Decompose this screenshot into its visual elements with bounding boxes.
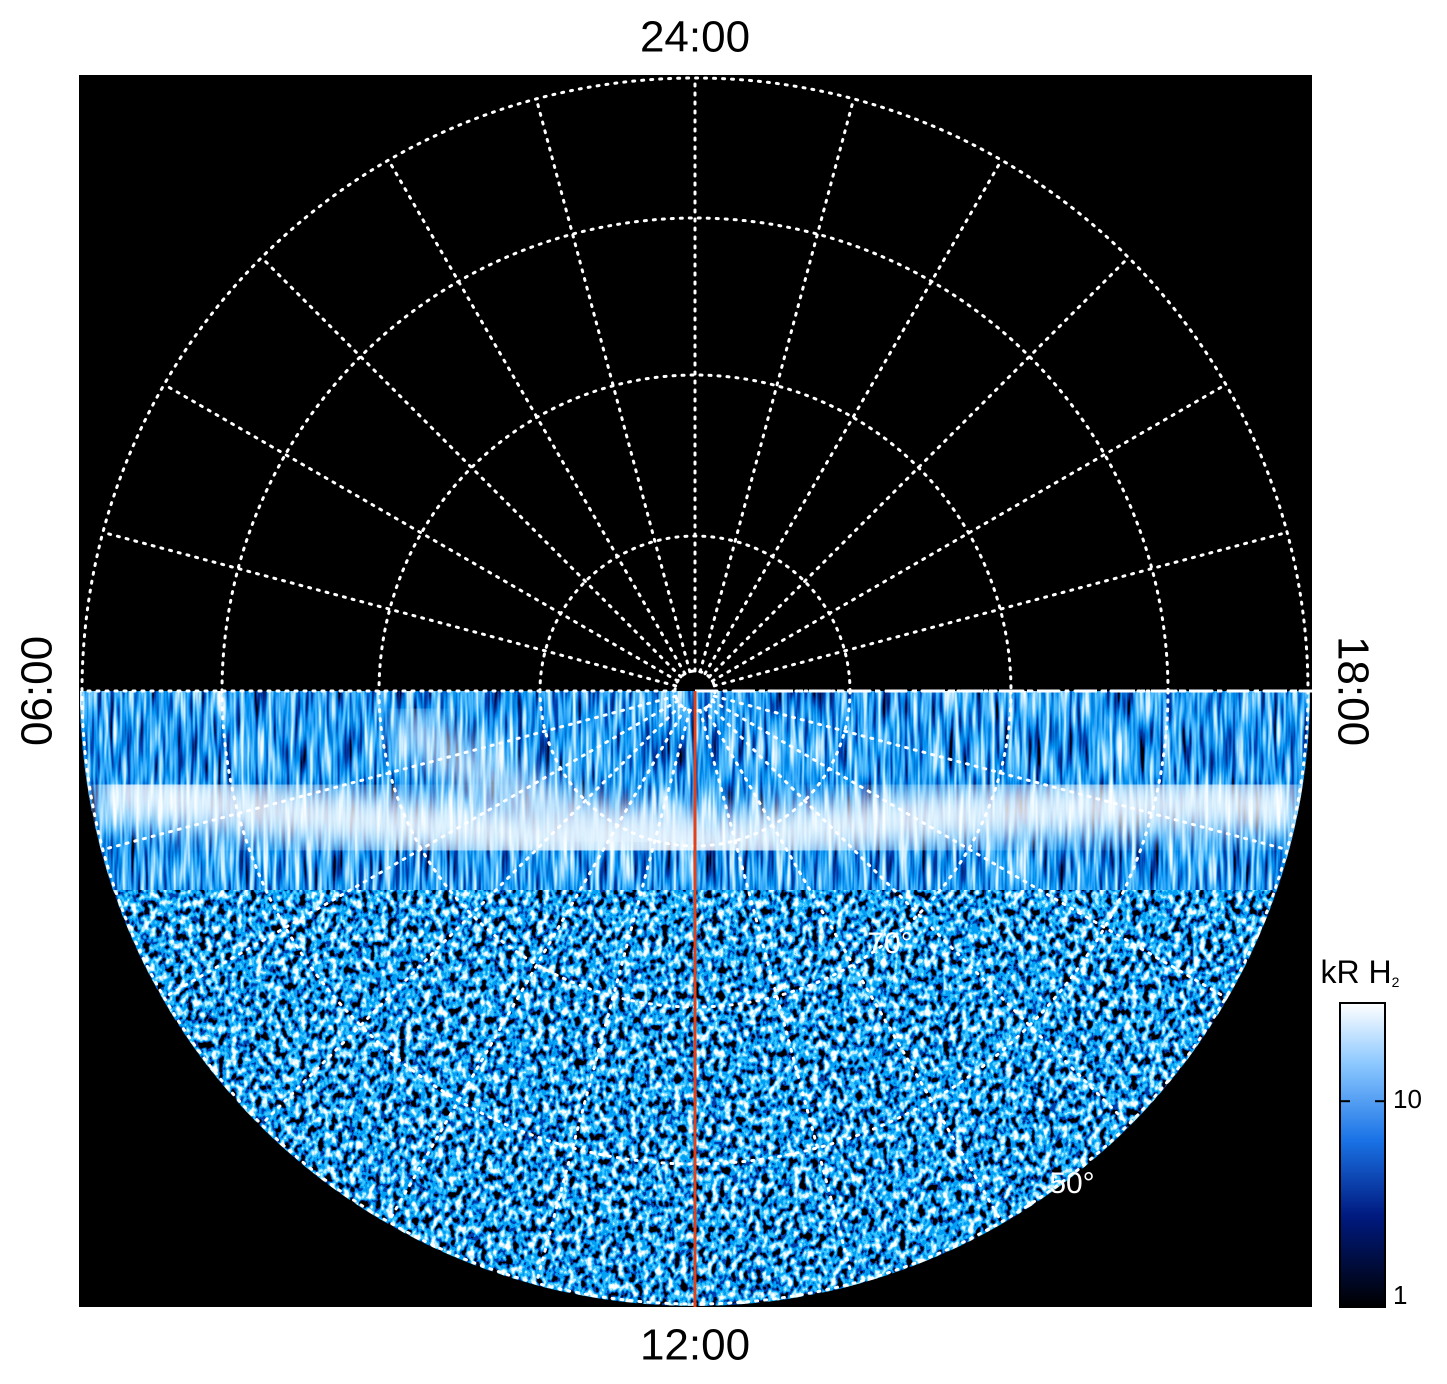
colorbar-title: kR H2 <box>1321 954 1400 990</box>
meridian <box>101 694 678 852</box>
meridian <box>712 694 1289 852</box>
meridian <box>707 256 1130 679</box>
colorbar-bar <box>1339 1002 1386 1308</box>
meridian <box>162 699 680 999</box>
meridian <box>387 158 687 676</box>
meridian <box>703 158 1003 676</box>
meridian <box>534 708 692 1285</box>
meridian <box>162 383 680 683</box>
hour-label: 12:00 <box>640 1321 750 1370</box>
meridian <box>707 703 1130 1126</box>
meridian <box>101 530 678 688</box>
meridian <box>260 256 683 679</box>
colorbar-title-text: kR H <box>1321 954 1392 990</box>
meridian <box>712 530 1289 688</box>
colorbar-tick-label: 1 <box>1393 1280 1407 1310</box>
hour-label: 06:00 <box>13 636 62 746</box>
hour-label: 24:00 <box>640 13 750 62</box>
latitude-label: 70° <box>867 927 912 960</box>
hour-label: 18:00 <box>1328 636 1377 746</box>
meridian <box>387 706 687 1224</box>
meridian <box>710 699 1228 999</box>
colorbar: kR H2 1 10 <box>1321 954 1422 1309</box>
meridian <box>534 97 692 674</box>
meridian <box>260 703 683 1126</box>
colorbar-title-subscript: 2 <box>1392 974 1400 990</box>
colorbar-tick-label: 10 <box>1393 1084 1422 1114</box>
meridian <box>703 706 1003 1224</box>
meridian <box>698 97 856 674</box>
meridian <box>710 383 1228 683</box>
auroral-arc <box>388 703 702 851</box>
latitude-label: 50° <box>1049 1167 1094 1200</box>
meridian <box>698 708 856 1285</box>
